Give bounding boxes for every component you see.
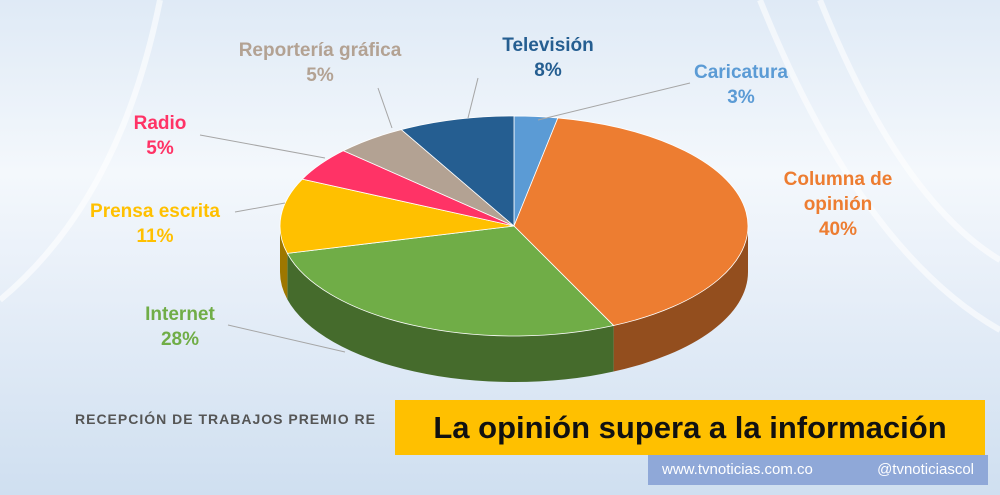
category-label: Televisión: [502, 35, 594, 56]
headline-banner: La opinión supera a la información: [395, 400, 985, 455]
pie-sides: [280, 226, 748, 382]
category-label: Internet: [145, 304, 215, 325]
background-decor: [0, 0, 1000, 330]
leader-line: [377, 87, 393, 129]
website: www.tvnoticias.com.co: [662, 461, 813, 478]
leader-line: [537, 82, 691, 121]
data-label: Columna de opinión 40%: [773, 167, 903, 242]
category-label: Caricatura: [694, 62, 788, 83]
data-label: Televisión 8%: [502, 33, 594, 83]
caption: RECEPCIÓN DE TRABAJOS PREMIO RE: [75, 411, 376, 427]
value-label: 5%: [306, 65, 334, 86]
slice: [400, 115, 515, 227]
category-label: Prensa escrita: [90, 201, 220, 222]
leader-line: [234, 202, 286, 213]
slice-side: [613, 226, 748, 372]
category-label: Radio: [133, 113, 187, 134]
leader-line: [227, 324, 346, 353]
data-label: Prensa escrita 11%: [90, 199, 220, 249]
slice-side: [280, 226, 288, 300]
value-label: 28%: [160, 329, 200, 350]
value-label: 40%: [818, 219, 858, 240]
value-label: 3%: [727, 87, 755, 108]
leader-line: [199, 134, 326, 159]
footer: www.tvnoticias.com.co @tvnoticiascol: [648, 455, 988, 485]
slice: [513, 117, 749, 326]
data-label: Radio 5%: [134, 111, 187, 161]
value-label: 5%: [146, 138, 174, 159]
data-label: Caricatura 3%: [694, 60, 788, 110]
handle: @tvnoticiascol: [877, 461, 974, 478]
category-label: Reportería gráfica: [238, 40, 402, 61]
category-label: Columna de opinión: [783, 169, 893, 215]
slice: [286, 225, 615, 337]
pie-tops: [279, 115, 749, 337]
data-label: Reportería gráfica 5%: [239, 38, 402, 88]
leader-line: [467, 77, 479, 119]
slice-side: [287, 253, 614, 382]
value-label: 8%: [534, 60, 562, 81]
slice: [279, 178, 515, 254]
value-label: 11%: [136, 226, 174, 247]
data-label: Internet 28%: [145, 302, 215, 352]
